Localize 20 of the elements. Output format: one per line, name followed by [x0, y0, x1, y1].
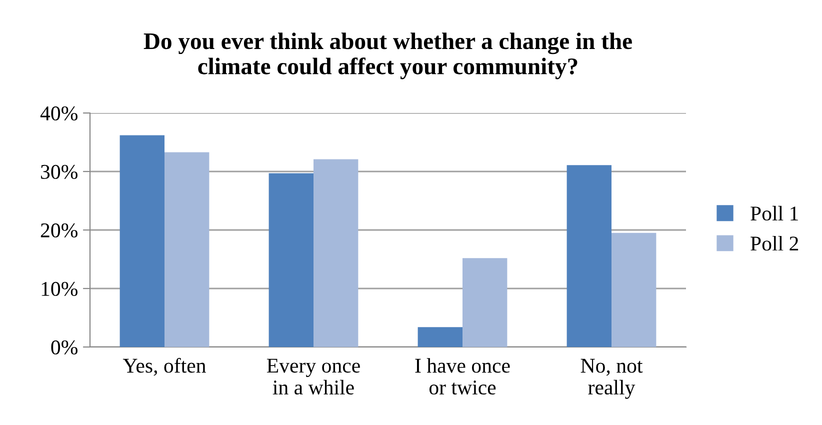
bar — [120, 135, 164, 347]
y-tick-label: 0% — [51, 340, 78, 354]
legend-label: Poll 1 — [750, 206, 798, 221]
bar — [612, 232, 656, 347]
legend-label: Poll 2 — [750, 236, 798, 251]
y-tick-label: 20% — [40, 223, 78, 238]
bar — [418, 327, 462, 347]
x-tick-label: Every once in a while — [266, 358, 360, 395]
bar — [566, 165, 612, 347]
bar — [268, 173, 314, 347]
bar — [314, 159, 358, 347]
x-tick-label: I have once or twice — [415, 358, 510, 395]
y-tick-label: 30% — [41, 164, 78, 179]
x-tick-label: No, not really — [580, 358, 643, 399]
x-tick-label: Yes, often — [122, 358, 206, 376]
y-tick-label: 10% — [42, 282, 78, 296]
y-tick-label: 40% — [40, 106, 78, 120]
bar — [462, 258, 508, 347]
bar — [164, 152, 210, 347]
chart-title: Do you ever think about whether a change in the climate could affect your community? — [144, 32, 632, 80]
